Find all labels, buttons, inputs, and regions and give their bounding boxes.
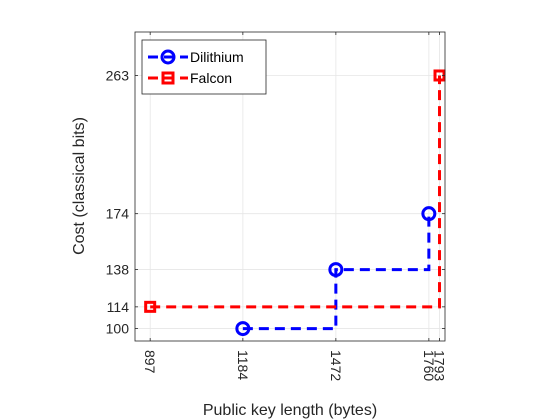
legend-dilithium-label: Dilithium	[190, 49, 244, 65]
x-tick-label: 1184	[235, 350, 251, 380]
falcon-point	[144, 300, 157, 313]
x-tick-label: 1760	[421, 350, 437, 381]
x-tick-label: 897	[142, 350, 158, 374]
dilithium-point	[235, 321, 251, 337]
x-tick-label: 1793	[432, 350, 448, 381]
x-tick-label: 1472	[328, 350, 344, 381]
legend-falcon-marker	[161, 71, 175, 85]
y-tick-label: 138	[106, 262, 130, 278]
dilithium-series-line	[242, 213, 431, 331]
legend-dilithium-marker	[160, 49, 176, 65]
y-tick-label: 174	[106, 206, 130, 222]
y-axis-label: Cost (classical bits)	[71, 117, 88, 255]
y-tick-label: 100	[106, 321, 130, 337]
dilithium-point	[328, 262, 344, 278]
legend-falcon-label: Falcon	[190, 70, 232, 86]
falcon-series-line	[150, 75, 442, 309]
y-tick-label: 263	[106, 67, 130, 83]
legend: Dilithium Falcon	[141, 39, 267, 95]
legend-box	[141, 39, 267, 95]
dilithium-point	[421, 206, 437, 222]
x-axis-label: Public key length (bytes)	[203, 402, 377, 419]
plot-frame	[134, 31, 446, 342]
y-tick-label: 114	[107, 299, 130, 315]
